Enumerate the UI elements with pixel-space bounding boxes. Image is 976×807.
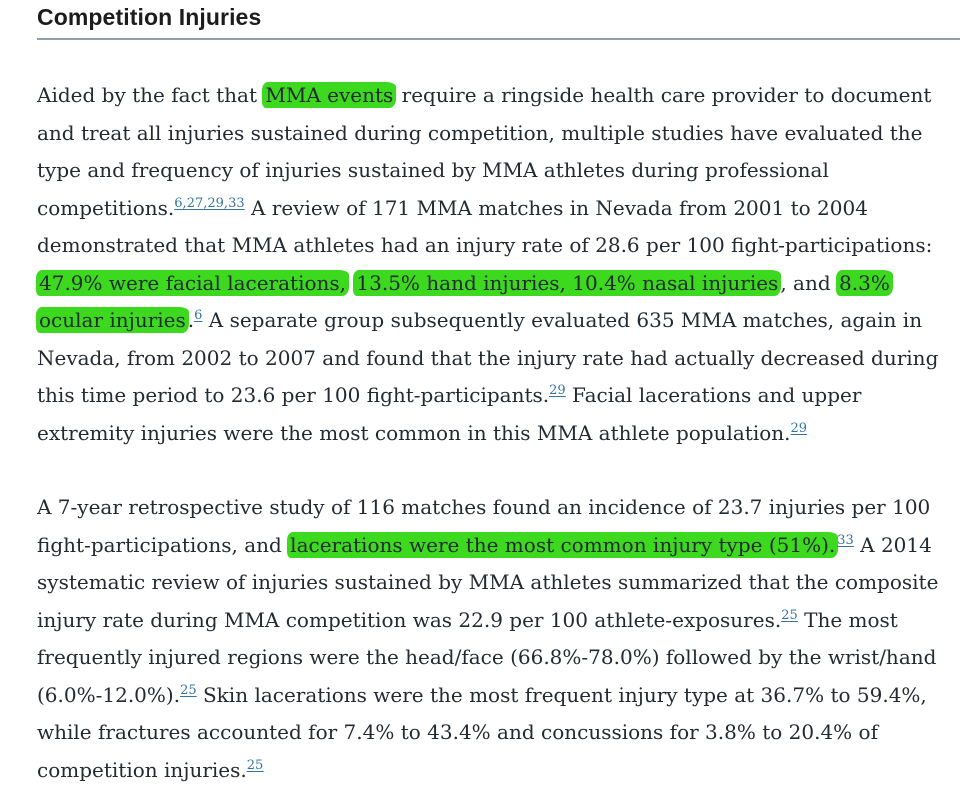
text-run: A separate group subsequently evaluated …	[37, 308, 939, 407]
reference-link-33[interactable]: 33	[228, 195, 245, 211]
text-run: , and	[780, 270, 838, 295]
text-run: require a ringside health care provider …	[37, 83, 932, 220]
reference-link-29[interactable]: 29	[790, 420, 808, 436]
reference-superscript: 25	[180, 683, 197, 698]
reference-superscript: 33	[837, 533, 854, 548]
text-run: Skin lacerations were the most frequent …	[37, 682, 927, 782]
reference-superscript: 6,27,29,33	[174, 195, 245, 211]
reference-superscript: 6	[194, 308, 202, 323]
reference-link-6[interactable]: 6	[174, 195, 183, 211]
text-run: Aided by the fact that	[37, 83, 264, 107]
highlighted-text: 13.5% hand injuries, 10.4% nasal injurie…	[353, 269, 782, 296]
reference-link-29[interactable]: 29	[207, 195, 224, 211]
highlighted-text: 47.9% were facial lacerations,	[36, 269, 350, 296]
paragraph: A 7-year retrospective study of 116 matc…	[37, 489, 960, 789]
reference-link-25[interactable]: 25	[246, 757, 264, 773]
paragraph: Aided by the fact that MMA events requir…	[36, 77, 960, 452]
text-run: A 2014 systematic review of injuries sus…	[37, 532, 939, 632]
text-run: A review of 171 MMA matches in Nevada fr…	[37, 195, 933, 258]
reference-link-25[interactable]: 25	[781, 607, 798, 623]
reference-link-33[interactable]: 33	[837, 532, 854, 548]
article-page: Competition Injuries Aided by the fact t…	[36, 2, 960, 789]
reference-superscript: 29	[549, 383, 566, 398]
reference-superscript: 25	[247, 758, 264, 773]
reference-link-29[interactable]: 29	[549, 383, 566, 398]
reference-link-25[interactable]: 25	[180, 682, 197, 698]
highlighted-text: MMA events	[262, 82, 397, 108]
text-run: A 7-year retrospective study of 116 matc…	[37, 495, 931, 557]
highlighted-text: lacerations were the most common injury …	[287, 531, 839, 558]
reference-superscript: 29	[791, 421, 808, 436]
text-run: .	[187, 308, 195, 332]
text-run: The most frequently injured regions were…	[37, 607, 937, 707]
article-body: Aided by the fact that MMA events requir…	[36, 77, 960, 789]
text-run: Facial lacerations and upper extremity i…	[37, 383, 862, 445]
reference-link-6[interactable]: 6	[194, 308, 203, 323]
page-title: Competition Injuries	[37, 2, 960, 40]
reference-link-27[interactable]: 27	[186, 195, 204, 211]
reference-superscript: 25	[781, 608, 798, 623]
